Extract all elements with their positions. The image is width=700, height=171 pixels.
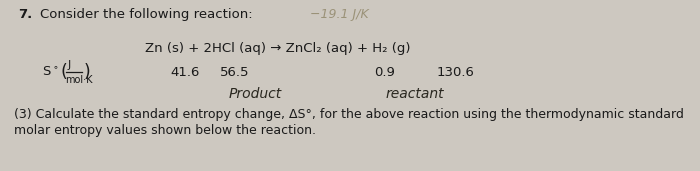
Text: −19.1 J/K: −19.1 J/K <box>310 8 369 21</box>
Text: S$^\circ$: S$^\circ$ <box>42 65 59 78</box>
Text: molar entropy values shown below the reaction.: molar entropy values shown below the rea… <box>14 124 316 137</box>
Text: reactant: reactant <box>386 87 444 101</box>
Text: 7.: 7. <box>18 8 32 21</box>
Text: J: J <box>68 60 71 70</box>
Text: Zn (s) + 2HCl (aq) → ZnCl₂ (aq) + H₂ (g): Zn (s) + 2HCl (aq) → ZnCl₂ (aq) + H₂ (g) <box>145 42 410 55</box>
Text: (3) Calculate the standard entropy change, ΔS°, for the above reaction using the: (3) Calculate the standard entropy chang… <box>14 108 684 121</box>
Text: Consider the following reaction:: Consider the following reaction: <box>40 8 253 21</box>
Text: 41.6: 41.6 <box>170 65 199 78</box>
Text: mol·K: mol·K <box>65 75 92 85</box>
Text: 0.9: 0.9 <box>374 65 395 78</box>
Text: ): ) <box>84 63 91 81</box>
Text: Product: Product <box>228 87 281 101</box>
Text: (: ( <box>60 63 66 81</box>
Text: 56.5: 56.5 <box>220 65 250 78</box>
Text: 130.6: 130.6 <box>436 65 474 78</box>
